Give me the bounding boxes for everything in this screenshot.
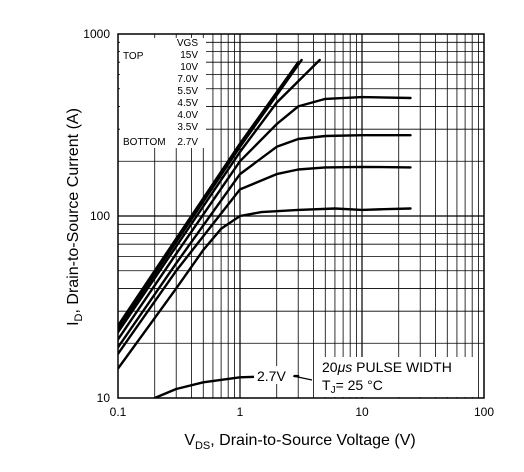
x-tick-label: 1: [237, 405, 244, 419]
legend-bottom-label: BOTTOM: [123, 137, 166, 148]
curve-label-leader: [292, 375, 313, 381]
legend-entry: 2.7V: [177, 137, 198, 148]
curve-label-2-7v: 2.7V: [254, 366, 313, 384]
annotation-background: [314, 357, 478, 397]
curve-vgs-15v: [118, 61, 300, 327]
y-axis-title: ID, Drain-to-Source Current (A): [65, 108, 85, 326]
pulse-width-label: 20μs PULSE WIDTH: [322, 359, 452, 375]
x-tick-label: 10: [355, 405, 369, 419]
legend-background: [120, 38, 206, 148]
legend-entry: 4.0V: [177, 110, 198, 121]
curve-vgs-5-5v: [118, 95, 412, 341]
legend-entry: 3.5V: [177, 122, 198, 133]
x-axis-title: VDS, Drain-to-Source Voltage (V): [184, 432, 415, 452]
legend-entry: 7.0V: [177, 74, 198, 85]
legend-top-label: TOP: [123, 51, 144, 62]
legend-entry: 10V: [180, 62, 198, 73]
curve-vgs-10v: [118, 58, 303, 330]
curve-vgs-4-0v: [118, 165, 412, 355]
curve-vgs-4-5v: [118, 134, 412, 349]
plot-frame: [117, 33, 485, 399]
x-tick-label: 0.1: [110, 405, 127, 419]
test-conditions: 20μs PULSE WIDTH TJ= 25 °C: [314, 357, 478, 397]
y-tick-label: 1000: [83, 27, 110, 41]
y-tick-labels: 10 100 1000: [83, 27, 110, 405]
legend: VGS TOP BOTTOM 15V 10V 7.0V 5.5V 4.5V 4.…: [120, 38, 206, 148]
curves: [118, 58, 412, 398]
curve-vgs-7-0v: [118, 58, 321, 334]
legend-entry: 4.5V: [177, 98, 198, 109]
grid: [118, 34, 484, 398]
legend-entry: 5.5V: [177, 86, 198, 97]
x-tick-label: 100: [474, 405, 494, 419]
y-tick-label: 10: [97, 391, 111, 405]
curve-label-text: 2.7V: [257, 368, 286, 384]
y-tick-label: 100: [90, 209, 110, 223]
legend-entry: 15V: [180, 50, 198, 61]
junction-temp-label: TJ= 25 °C: [322, 377, 383, 396]
x-tick-labels: 0.1 1 10 100: [110, 405, 495, 419]
curve-vgs-3-5v: [118, 207, 412, 370]
legend-header: VGS: [177, 38, 198, 49]
